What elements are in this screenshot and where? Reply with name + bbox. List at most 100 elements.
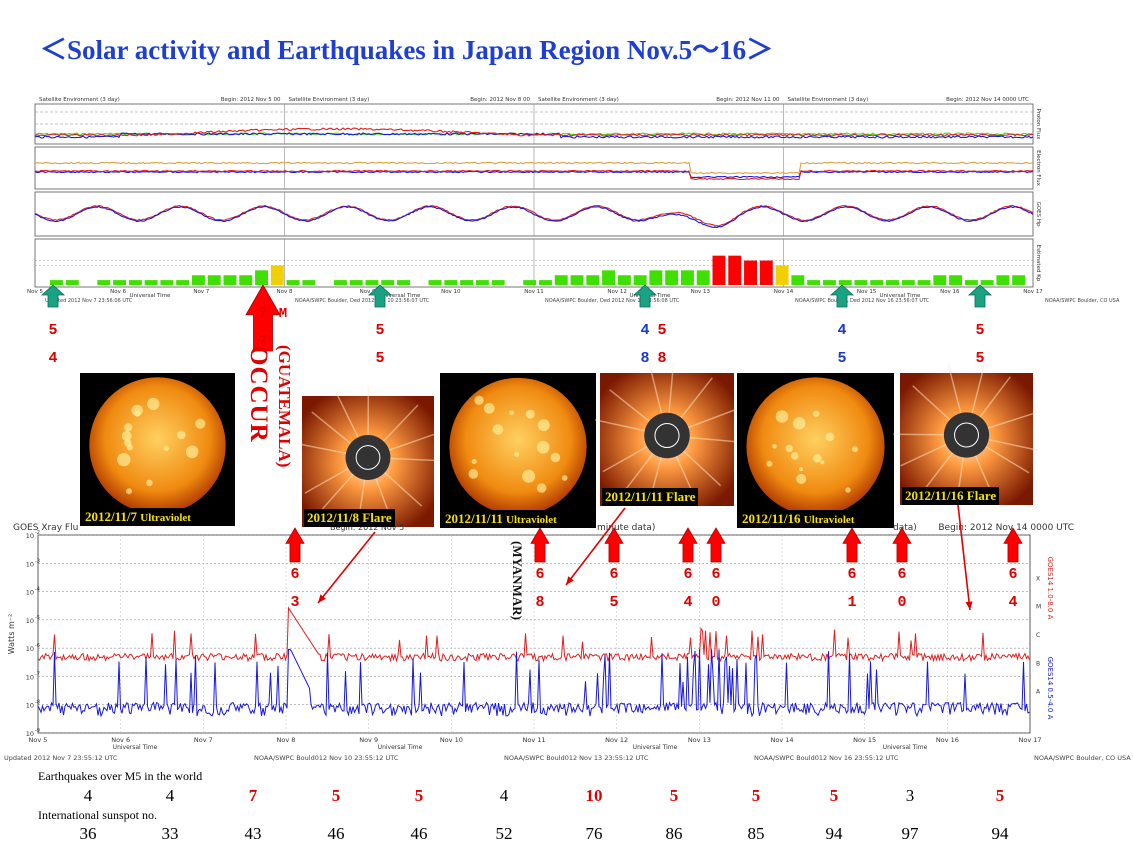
kp-bar bbox=[50, 280, 63, 285]
sun-active-region bbox=[147, 397, 160, 411]
caption-date: 2012/11/16 bbox=[905, 488, 967, 503]
sun-disk bbox=[449, 377, 587, 516]
top-update-text: NOAA/SWPC Boulder, Ded 2012 Nov 13 23:56… bbox=[545, 298, 680, 304]
kp-bar bbox=[191, 275, 205, 285]
magnitude-digit: 4 bbox=[1008, 594, 1018, 611]
top-header-left: Satellite Environment (3 day) bbox=[289, 97, 370, 103]
quake-green-arrow bbox=[632, 284, 658, 308]
kp-bar bbox=[870, 280, 884, 285]
magnitude-digit: 6 bbox=[711, 566, 721, 583]
magnitude-digit: 4 bbox=[837, 322, 847, 339]
xray-y-exp: -5 bbox=[35, 615, 40, 621]
sunspot-number: 46 bbox=[327, 824, 345, 843]
top-row-label: Proton Flux bbox=[1035, 109, 1041, 141]
xray-y-exp: -4 bbox=[35, 587, 40, 593]
quake-count: 10 bbox=[585, 786, 603, 805]
caption-kind: Ultraviolet bbox=[140, 512, 191, 524]
sun-disk bbox=[746, 377, 885, 516]
xray-series-label-long: GOES14 1.0-8.0 A bbox=[1046, 557, 1054, 620]
image-caption: 2012/11/7 Ultraviolet bbox=[82, 508, 194, 526]
quake-count: 4 bbox=[165, 786, 175, 805]
sun-active-region bbox=[820, 460, 825, 465]
xray-update-text: NOAA/SWPC Bould012 Nov 16 23:55:12 UTC bbox=[754, 754, 899, 762]
xray-header-mid: data) bbox=[893, 523, 917, 533]
top-day-tick: Nov 11 bbox=[524, 289, 543, 295]
electron-series-red bbox=[35, 169, 1034, 181]
kp-bar bbox=[917, 280, 931, 285]
sunspot-number: 33 bbox=[161, 824, 179, 843]
quake-green-arrow bbox=[829, 284, 855, 308]
sun-ultraviolet-image bbox=[737, 373, 894, 528]
kp-bar bbox=[901, 280, 915, 285]
quake-count: 5 bbox=[751, 786, 761, 805]
sun-active-region bbox=[126, 444, 134, 451]
xray-day-tick: Nov 11 bbox=[522, 736, 545, 744]
top-header-right: Begin: 2012 Nov 11 00 bbox=[716, 97, 780, 103]
sun-active-region bbox=[790, 452, 799, 460]
kp-bar bbox=[444, 280, 458, 285]
quake-count: 5 bbox=[331, 786, 341, 805]
magnitude-digit: 5 bbox=[657, 322, 667, 339]
sun-active-region bbox=[536, 483, 547, 493]
xray-y-label: Watts m⁻² bbox=[7, 614, 16, 655]
sunspot-number: 85 bbox=[747, 824, 765, 843]
kp-bar bbox=[207, 275, 221, 285]
xray-header-mid: Begin: 2012 Nov 5 bbox=[330, 523, 404, 532]
sun-active-region bbox=[492, 424, 504, 435]
flare-pointer-nov16 bbox=[957, 504, 971, 611]
kp-bar bbox=[381, 280, 395, 285]
xray-day-tick: Nov 12 bbox=[605, 736, 628, 744]
caption-kind: Flare bbox=[362, 510, 392, 525]
sun-active-region bbox=[561, 475, 568, 481]
image-caption: 2012/11/11 Flare bbox=[602, 488, 699, 506]
top-day-tick: Nov 13 bbox=[691, 289, 711, 295]
magnitude-digit: 5 bbox=[975, 322, 985, 339]
quake-prefix: M bbox=[278, 306, 288, 322]
top-day-tick: Nov 7 bbox=[193, 289, 209, 295]
xray-day-tick: Nov 14 bbox=[770, 736, 793, 744]
top-header-left: Satellite Environment (3 day) bbox=[788, 97, 869, 103]
sun-outline-circle bbox=[355, 445, 381, 470]
xray-day-tick: Nov 15 bbox=[853, 736, 876, 744]
quake-count: 5 bbox=[995, 786, 1005, 805]
kp-bar bbox=[980, 280, 994, 285]
sunspot-number: 46 bbox=[410, 824, 428, 843]
xray-day-tick: Nov 5 bbox=[29, 736, 48, 744]
sun-disk bbox=[89, 377, 226, 514]
xray-update-text: NOAA/SWPC Bould012 Nov 13 23:55:12 UTC bbox=[504, 754, 649, 762]
xray-update-text: Updated 2012 Nov 7 23:55:12 UTC bbox=[4, 754, 118, 762]
quake-green-arrow bbox=[967, 284, 993, 308]
magnitude-digit: 0 bbox=[711, 594, 721, 611]
xray-header-mid: minute data) bbox=[597, 523, 655, 533]
sun-active-region bbox=[483, 402, 495, 414]
xray-series-short bbox=[37, 648, 1030, 718]
quake-count: 4 bbox=[499, 786, 509, 805]
magnitude-digit: 8 bbox=[640, 350, 650, 367]
kp-bar bbox=[759, 260, 773, 285]
xray-y-tick: 10 bbox=[26, 589, 34, 597]
sun-active-region bbox=[131, 404, 143, 417]
kp-bar bbox=[397, 280, 410, 285]
annotation-guatemala: (GUATEMALA) bbox=[275, 345, 294, 468]
kp-bar bbox=[649, 270, 663, 285]
kp-bar bbox=[144, 280, 158, 285]
sun-active-region bbox=[799, 467, 804, 472]
sun-active-region bbox=[813, 454, 822, 463]
sun-active-region bbox=[121, 430, 132, 441]
sunspot-number: 94 bbox=[825, 824, 843, 843]
magnitude-digit: 4 bbox=[48, 350, 58, 367]
caption-kind: Flare bbox=[966, 488, 997, 503]
top-axis-word: Universal Time bbox=[380, 293, 422, 299]
sun-ultraviolet-image bbox=[440, 373, 596, 528]
xray-quake-arrow bbox=[285, 527, 305, 563]
image-caption: 2012/11/16 Flare bbox=[902, 487, 1000, 505]
sun-active-region bbox=[785, 444, 793, 453]
